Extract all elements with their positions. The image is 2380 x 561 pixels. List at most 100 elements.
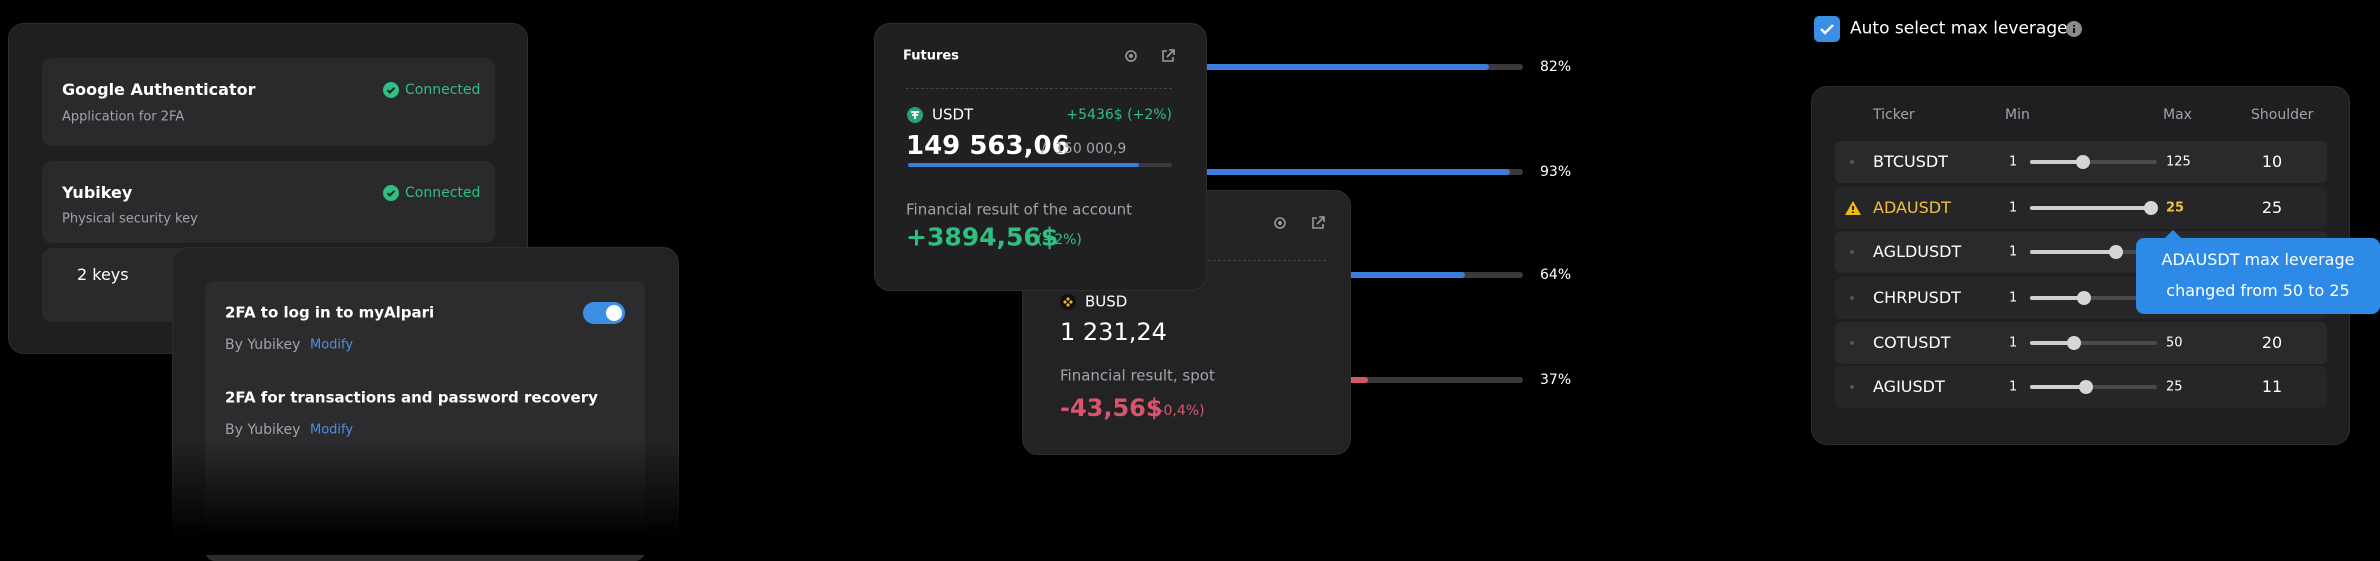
result-label: Financial result of the account <box>906 200 1133 219</box>
slider-fill <box>2030 296 2084 300</box>
slider-fill <box>2030 160 2083 164</box>
balance: 149 563,06 <box>906 131 1070 161</box>
shoulder-value: 10 <box>2261 152 2283 171</box>
busd-icon <box>1060 294 1076 310</box>
column-header: Min <box>2005 107 2030 123</box>
max-value: 125 <box>2166 154 2191 170</box>
result-label: Financial result, spot <box>1060 366 1215 385</box>
balance: 1 231,24 <box>1060 318 1167 346</box>
row-dot <box>1850 296 1854 300</box>
modify-link[interactable]: Modify <box>310 422 354 438</box>
currency: USDT <box>932 105 974 124</box>
check-mark <box>1820 24 1834 35</box>
usage-label: 64% <box>1540 267 1572 283</box>
check-icon <box>383 82 399 98</box>
row-dot <box>1850 250 1854 254</box>
slider-knob[interactable] <box>2144 201 2158 215</box>
result-pct: (+2%) <box>1037 232 1082 248</box>
limit-track <box>908 163 1172 167</box>
yubikey-title: Yubikey <box>62 183 133 202</box>
ticker: BTCUSDT <box>1873 152 1948 171</box>
auto-select-label: Auto select max leverage <box>1850 18 2068 39</box>
leverage-slider[interactable] <box>2030 380 2157 394</box>
min-value: 1 <box>2009 335 2018 351</box>
column-header: Max <box>2163 107 2192 123</box>
max-value: 50 <box>2166 335 2183 351</box>
limit-fill <box>908 163 1139 167</box>
info-icon[interactable] <box>2066 21 2082 37</box>
slider-fill <box>2030 385 2086 389</box>
usage-label: 37% <box>1540 372 1572 388</box>
setting-title: 2FA for transactions and password recove… <box>225 388 598 407</box>
divider <box>906 88 1172 89</box>
result: +3894,56$ <box>906 222 1059 252</box>
toggle-knob <box>606 305 622 321</box>
min-value: 1 <box>2009 244 2018 260</box>
toggle[interactable] <box>583 302 625 324</box>
usage-fill <box>1100 64 1489 70</box>
tooltip: ADAUSDT max leverage changed from 50 to … <box>2136 230 2380 314</box>
open-icon[interactable] <box>1310 215 1326 231</box>
yubikey-row <box>42 161 495 243</box>
settings-icon[interactable] <box>1123 48 1139 64</box>
usage-label: 82% <box>1540 59 1572 75</box>
setting-title: 2FA to log in to myAlpari <box>225 303 435 322</box>
setting-method: By Yubikey <box>225 337 301 353</box>
shoulder-value: 25 <box>2261 198 2283 217</box>
column-header: Ticker <box>1873 107 1915 123</box>
usage-label: 93% <box>1540 164 1572 180</box>
leverage-slider[interactable] <box>2030 336 2157 350</box>
result-pct: (-0,4%) <box>1153 403 1205 419</box>
leverage-slider[interactable] <box>2030 201 2158 215</box>
slider-fill <box>2030 341 2074 345</box>
shoulder-value: 20 <box>2261 333 2283 352</box>
status: Connected <box>405 185 481 201</box>
row-dot <box>1850 341 1854 345</box>
max-value: 25 <box>2166 200 2185 216</box>
currency: BUSD <box>1085 292 1128 311</box>
slider-knob[interactable] <box>2076 155 2090 169</box>
slider-knob[interactable] <box>2067 336 2081 350</box>
leverage-slider[interactable] <box>2030 245 2157 259</box>
min-value: 1 <box>2009 290 2018 306</box>
slider-knob[interactable] <box>2077 291 2091 305</box>
auth-subtitle: Application for 2FA <box>62 109 185 125</box>
column-header: Shoulder <box>2251 107 2314 123</box>
usage-fill <box>1100 169 1510 175</box>
leverage-slider[interactable] <box>2030 291 2157 305</box>
change: +5436$ (+2%) <box>1066 107 1172 123</box>
futures-title: Futures <box>903 48 959 64</box>
fade <box>160 440 700 555</box>
min-value: 1 <box>2009 154 2018 170</box>
ticker: AGLDUSDT <box>1873 242 1962 261</box>
ticker: ADAUSDT <box>1873 198 1951 217</box>
ticker: COTUSDT <box>1873 333 1951 352</box>
setting-method: By Yubikey <box>225 422 301 438</box>
shoulder-value: 11 <box>2261 377 2283 396</box>
open-icon[interactable] <box>1160 48 1176 64</box>
min-value: 1 <box>2009 379 2018 395</box>
slider-knob[interactable] <box>2079 380 2093 394</box>
ticker: AGIUSDT <box>1873 377 1945 396</box>
ticker: CHRPUSDT <box>1873 288 1961 307</box>
checkbox[interactable] <box>1814 16 1840 42</box>
settings-icon[interactable] <box>1272 215 1288 231</box>
result: -43,56$ <box>1060 394 1163 422</box>
check-icon <box>383 185 399 201</box>
slider-fill <box>2030 206 2151 210</box>
max-value: 25 <box>2166 379 2183 395</box>
tooltip-arrow <box>2165 230 2181 238</box>
limit: 150 000,9 <box>1055 141 1127 157</box>
keys-count: 2 keys <box>77 265 129 284</box>
row-dot <box>1850 160 1854 164</box>
separator: / <box>1041 141 1046 157</box>
status: Connected <box>405 82 481 98</box>
slider-knob[interactable] <box>2109 245 2123 259</box>
tooltip-line: changed from 50 to 25 <box>2166 281 2350 300</box>
usdt-icon <box>907 107 923 123</box>
modify-link[interactable]: Modify <box>310 337 354 353</box>
auth-title: Google Authenticator <box>62 80 256 99</box>
usage-track <box>1100 64 1523 70</box>
leverage-slider[interactable] <box>2030 155 2157 169</box>
